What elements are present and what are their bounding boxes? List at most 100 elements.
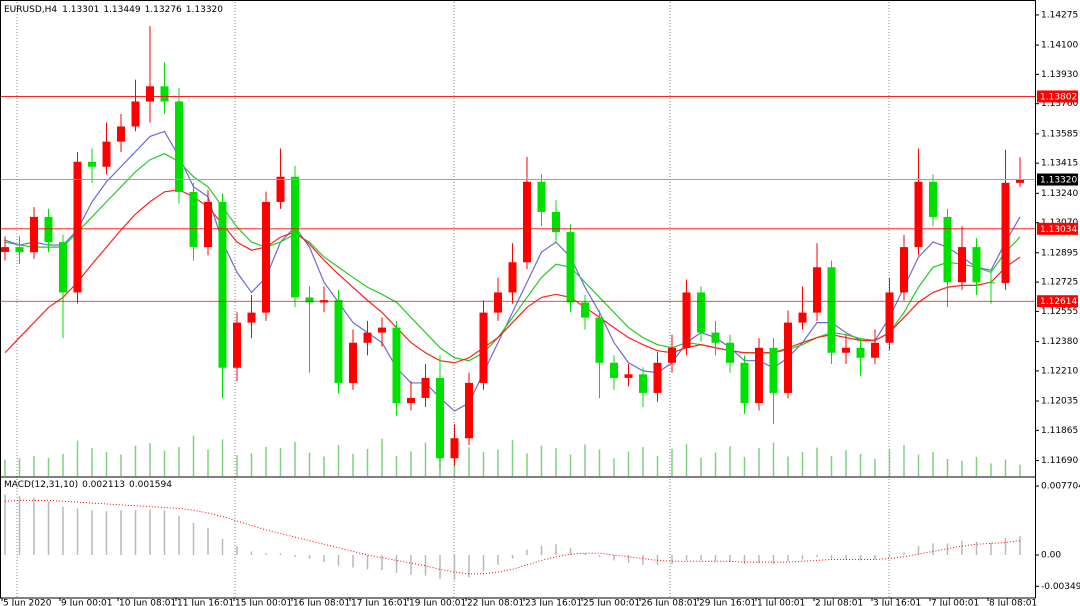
candle-body <box>233 322 241 368</box>
macd-value: 0.002113 <box>82 480 125 490</box>
x-tick-label: 7 Jul 00:01 <box>931 599 979 606</box>
y-tick-label: 1.12895 <box>1041 248 1078 258</box>
candle-body <box>871 342 879 358</box>
candle-body <box>160 86 169 102</box>
price-level-tag <box>1037 173 1078 186</box>
macd-header: MACD(12,31,10) 0.002113 0.001594 <box>4 480 172 490</box>
candle-body <box>987 282 995 284</box>
y-tick-label: 1.12035 <box>1041 397 1078 407</box>
y-tick-label: -0.003491 <box>1041 582 1080 592</box>
candle-body <box>842 347 850 353</box>
y-tick-label: 1.11865 <box>1041 426 1078 436</box>
candle-body <box>59 242 67 293</box>
candle-body <box>972 247 981 283</box>
candle-body <box>813 267 821 313</box>
price-level-tag <box>1037 222 1078 235</box>
candle-body <box>624 374 633 378</box>
price-level-tag <box>1037 90 1078 103</box>
candle-body <box>30 216 38 253</box>
candle-body <box>595 317 604 363</box>
candle-body <box>407 397 415 404</box>
y-tick-label: 0.007704 <box>1041 482 1080 492</box>
candle-body <box>581 302 589 318</box>
price-level-label: 1.12614 <box>1040 297 1077 307</box>
candle-body <box>566 232 575 303</box>
candle-body <box>914 181 923 248</box>
moving-average <box>4 153 1021 362</box>
candle-body <box>885 292 894 343</box>
x-tick-label: 29 Jun 16:01 <box>699 599 756 606</box>
x-tick-label: 5 Jun 2020 <box>3 599 52 606</box>
y-tick-label: 1.11690 <box>1041 456 1078 466</box>
candle-body <box>421 377 430 398</box>
y-tick-label: 1.14100 <box>1041 41 1078 51</box>
candle-body <box>465 382 473 439</box>
candle-body <box>798 312 807 323</box>
candle-body <box>73 161 82 293</box>
candle-body <box>784 322 792 393</box>
symbol: EURUSD,H4 <box>4 5 57 15</box>
candle-body <box>537 181 546 212</box>
candle-body <box>102 141 111 167</box>
candle-body <box>1016 179 1024 183</box>
candle-body <box>334 300 343 383</box>
y-tick-label: 1.13415 <box>1041 159 1078 169</box>
candle-body <box>88 161 96 167</box>
candle-body <box>1001 182 1010 283</box>
x-tick-label: 10 Jun 08:01 <box>119 599 176 606</box>
x-tick-label: 15 Jun 00:01 <box>235 599 292 606</box>
candle-body <box>363 332 372 343</box>
candle-body <box>755 347 763 404</box>
x-tick-label: 9 Jun 00:01 <box>61 599 112 606</box>
candle-body <box>697 292 705 333</box>
candle-body <box>15 247 24 253</box>
candle-body <box>856 347 865 358</box>
header-high: 1.13449 <box>103 5 140 15</box>
x-tick-label: 8 Jul 08:01 <box>989 599 1037 606</box>
candle-body <box>44 216 53 243</box>
candle-body <box>1 247 9 252</box>
candle-body <box>378 327 386 333</box>
candle-body <box>726 342 734 363</box>
candle-body <box>494 292 502 313</box>
candle-body <box>769 347 778 393</box>
candle-body <box>958 247 966 283</box>
candle-body <box>740 362 749 404</box>
x-tick-label: 25 Jun 00:01 <box>583 599 640 606</box>
y-tick-label: 0.00 <box>1041 551 1061 561</box>
y-tick-label: 1.12380 <box>1041 337 1078 347</box>
x-tick-label: 22 Jun 08:01 <box>467 599 524 606</box>
candle-body <box>682 292 691 348</box>
x-tick-label: 16 Jun 08:01 <box>293 599 350 606</box>
x-tick-label: 2 Jul 08:01 <box>815 599 863 606</box>
candle-body <box>900 247 908 293</box>
candle-body <box>436 377 444 459</box>
x-tick-label: 3 Jul 16:01 <box>873 599 921 606</box>
moving-average <box>4 130 1021 412</box>
candle-body <box>146 86 154 102</box>
candle-body <box>479 312 488 383</box>
y-tick-label: 1.12555 <box>1041 307 1078 317</box>
y-tick-label: 1.12725 <box>1041 278 1078 288</box>
candle-body <box>450 438 459 459</box>
candle-body <box>131 101 140 127</box>
price-level-label: 1.13320 <box>1040 176 1077 186</box>
candle-body <box>175 101 183 192</box>
candle-body <box>508 262 517 293</box>
candle-body <box>218 201 227 368</box>
candle-body <box>262 201 270 313</box>
candle-body <box>610 362 618 378</box>
y-tick-label: 1.13760 <box>1041 99 1078 109</box>
header-close: 1.13320 <box>186 5 223 15</box>
y-tick-label: 1.13930 <box>1041 70 1078 80</box>
x-tick-label: 26 Jun 08:01 <box>641 599 698 606</box>
candle-body <box>392 327 401 404</box>
x-tick-label: 19 Jun 00:01 <box>409 599 466 606</box>
x-tick-label: 17 Jun 16:01 <box>351 599 408 606</box>
price-level-tag <box>1037 295 1078 308</box>
candle-body <box>204 201 212 248</box>
price-level-label: 1.13802 <box>1040 92 1077 102</box>
candle-body <box>711 332 720 343</box>
candle-body <box>668 347 676 363</box>
y-tick-label: 1.12210 <box>1041 366 1078 376</box>
